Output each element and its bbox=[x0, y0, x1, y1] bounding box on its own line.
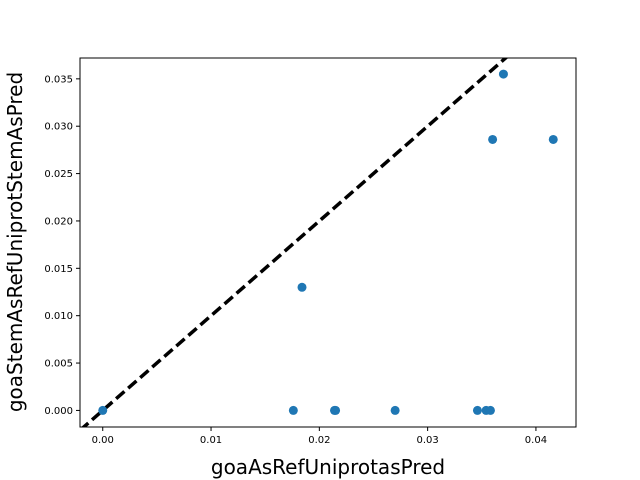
y-tick-label: 0.000 bbox=[44, 406, 73, 417]
data-point bbox=[472, 405, 482, 415]
data-point bbox=[488, 134, 498, 144]
data-point bbox=[498, 69, 508, 79]
y-tick-label: 0.025 bbox=[44, 169, 73, 180]
x-tick-label: 0.04 bbox=[525, 435, 547, 446]
x-axis-label: goaAsRefUniprotasPred bbox=[211, 455, 445, 479]
y-tick-label: 0.010 bbox=[44, 311, 73, 322]
data-point bbox=[485, 405, 495, 415]
identity-reference-line bbox=[81, 58, 509, 427]
y-tick-label: 0.035 bbox=[44, 74, 73, 85]
data-point bbox=[288, 405, 298, 415]
y-tick-label: 0.015 bbox=[44, 264, 73, 275]
data-point bbox=[548, 134, 558, 144]
data-point bbox=[331, 405, 341, 415]
x-tick-label: 0.00 bbox=[92, 435, 114, 446]
y-tick-label: 0.020 bbox=[44, 216, 73, 227]
y-tick-label: 0.030 bbox=[44, 122, 73, 133]
x-tick-label: 0.02 bbox=[308, 435, 330, 446]
data-point bbox=[98, 405, 108, 415]
y-tick-label: 0.005 bbox=[44, 359, 73, 370]
plot-frame bbox=[79, 57, 577, 428]
x-tick-label: 0.03 bbox=[417, 435, 439, 446]
y-axis-label: goaStemAsRefUniprotStemAsPred bbox=[3, 72, 27, 412]
x-tick-label: 0.01 bbox=[200, 435, 222, 446]
data-point bbox=[390, 405, 400, 415]
data-point bbox=[297, 282, 307, 292]
